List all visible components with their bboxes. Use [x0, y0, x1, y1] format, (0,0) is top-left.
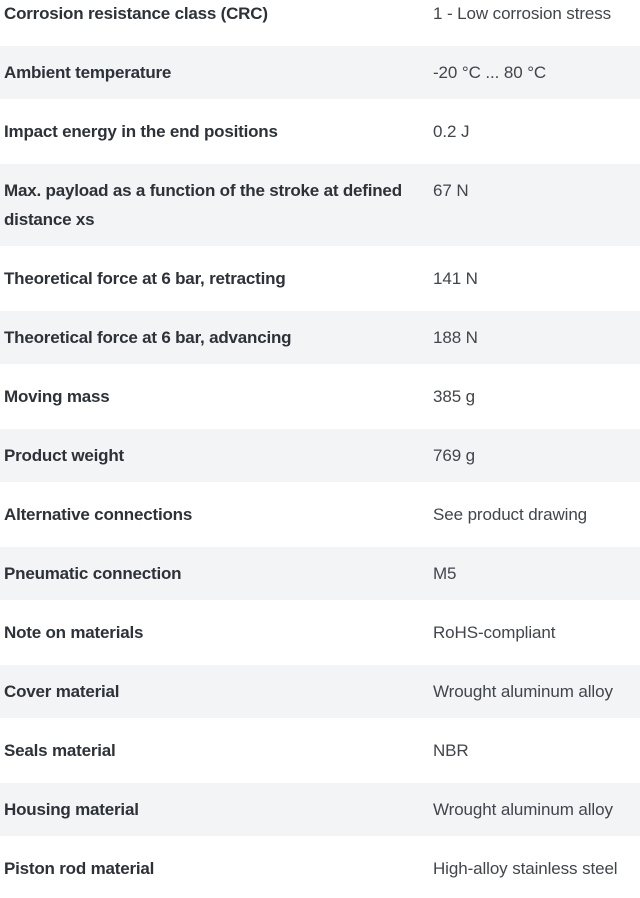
- spec-value: 141 N: [433, 269, 478, 288]
- spec-value: 769 g: [433, 446, 476, 465]
- spec-label: Seals material: [4, 741, 116, 760]
- spec-value: 188 N: [433, 328, 478, 347]
- spec-value: -20 °C ... 80 °C: [433, 63, 547, 82]
- spec-row-cover-material: Cover material Wrought aluminum alloy: [0, 662, 640, 721]
- spec-value: Wrought aluminum alloy: [433, 800, 613, 819]
- spec-row-moving-mass: Moving mass 385 g: [0, 367, 640, 426]
- spec-value: 67 N: [433, 181, 469, 200]
- spec-row-product-weight: Product weight 769 g: [0, 426, 640, 485]
- spec-value: See product drawing: [433, 505, 588, 524]
- spec-label: Alternative connections: [4, 505, 193, 524]
- spec-label: Cover material: [4, 682, 120, 701]
- spec-value: RoHS-compliant: [433, 623, 556, 642]
- spec-label: Housing material: [4, 800, 139, 819]
- spec-row-piston-rod-material: Piston rod material High-alloy stainless…: [0, 839, 640, 898]
- spec-row-alternative-connections: Alternative connections See product draw…: [0, 485, 640, 544]
- spec-label: Impact energy in the end positions: [4, 122, 278, 141]
- spec-label: Max. payload as a function of the stroke…: [4, 181, 402, 229]
- spec-value: NBR: [433, 741, 469, 760]
- spec-label: Corrosion resistance class (CRC): [4, 4, 268, 23]
- product-spec-page: { "colors": { "row_stripe": "#f3f4f6", "…: [0, 4, 640, 878]
- spec-label: Note on materials: [4, 623, 144, 642]
- spec-label: Piston rod material: [4, 859, 155, 878]
- spec-row-housing-material: Housing material Wrought aluminum alloy: [0, 780, 640, 839]
- spec-row-seals-material: Seals material NBR: [0, 721, 640, 780]
- spec-row-max-payload: Max. payload as a function of the stroke…: [0, 161, 640, 249]
- spec-value: Wrought aluminum alloy: [433, 682, 613, 701]
- spec-value: 0.2 J: [433, 122, 470, 141]
- spec-label: Theoretical force at 6 bar, advancing: [4, 328, 292, 347]
- spec-label: Product weight: [4, 446, 124, 465]
- spec-label: Moving mass: [4, 387, 110, 406]
- spec-label: Ambient temperature: [4, 63, 172, 82]
- spec-row-corrosion-resistance-class: Corrosion resistance class (CRC) 1 - Low…: [0, 0, 640, 43]
- spec-label: Pneumatic connection: [4, 564, 182, 583]
- spec-row-ambient-temperature: Ambient temperature -20 °C ... 80 °C: [0, 43, 640, 102]
- spec-label: Theoretical force at 6 bar, retracting: [4, 269, 286, 288]
- spec-value: 385 g: [433, 387, 476, 406]
- spec-row-theoretical-force-retracting: Theoretical force at 6 bar, retracting 1…: [0, 249, 640, 308]
- spec-value: High-alloy stainless steel: [433, 859, 618, 878]
- spec-row-pneumatic-connection: Pneumatic connection M5: [0, 544, 640, 603]
- spec-row-note-on-materials: Note on materials RoHS-compliant: [0, 603, 640, 662]
- spec-row-theoretical-force-advancing: Theoretical force at 6 bar, advancing 18…: [0, 308, 640, 367]
- spec-value: M5: [433, 564, 457, 583]
- spec-row-impact-energy: Impact energy in the end positions 0.2 J: [0, 102, 640, 161]
- spec-value: 1 - Low corrosion stress: [433, 4, 612, 23]
